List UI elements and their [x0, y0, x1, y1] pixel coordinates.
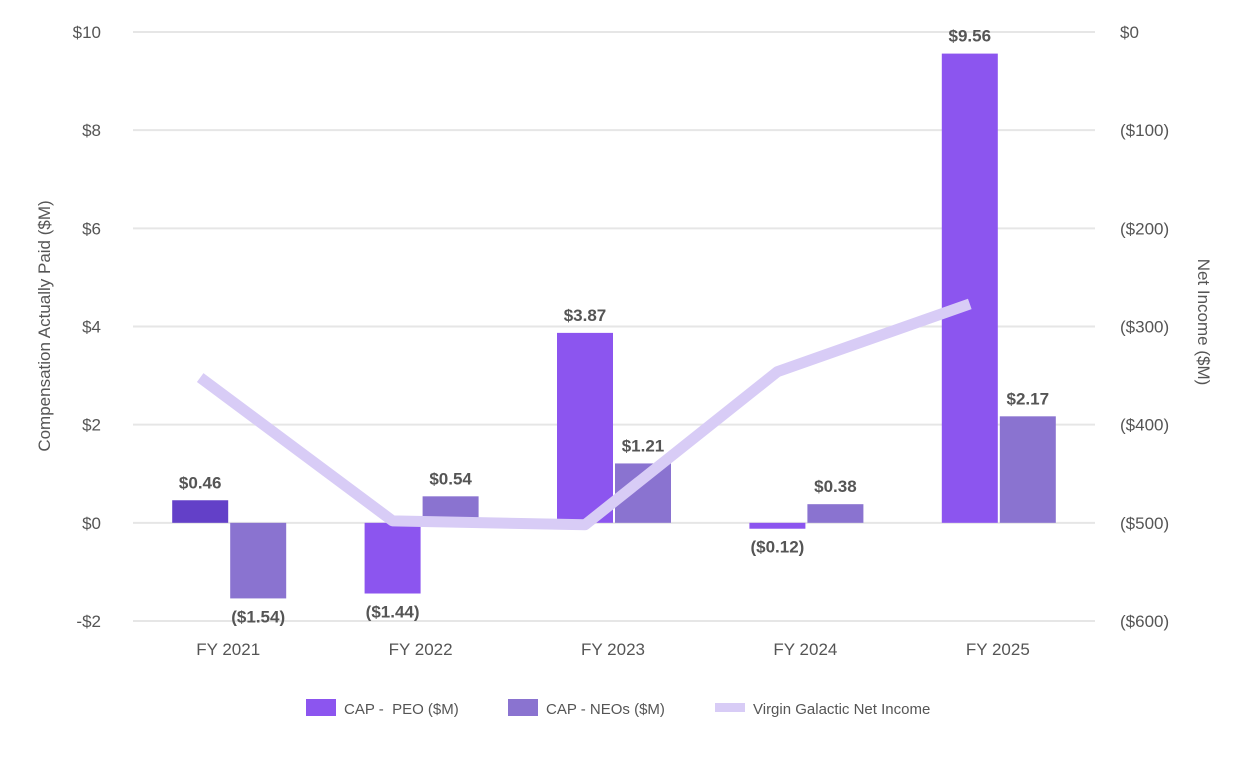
data-label: $1.21: [622, 436, 665, 455]
bar: [172, 500, 229, 523]
y2-tick-label: ($500): [1120, 514, 1169, 533]
data-label: $0.46: [179, 473, 222, 492]
line-series: [196, 298, 972, 531]
legend-swatch: [715, 703, 745, 712]
y-tick-label: $4: [82, 318, 101, 337]
legend-swatch: [306, 699, 336, 716]
data-label: $0.54: [429, 469, 472, 488]
y2-tick-label: ($200): [1120, 219, 1169, 238]
x-tick-label: FY 2024: [773, 640, 837, 659]
bar: [807, 504, 864, 523]
data-label: $2.17: [1007, 389, 1050, 408]
y-tick-label: $0: [82, 514, 101, 533]
bar: [941, 53, 998, 523]
bars: [172, 53, 1056, 599]
y-tick-label: $10: [73, 23, 101, 42]
axes: Compensation Actually Paid ($M) Net Inco…: [35, 23, 1213, 659]
data-label: $3.87: [564, 306, 607, 325]
data-label: ($1.54): [231, 607, 285, 626]
bar: [749, 522, 806, 529]
gridlines: [133, 31, 1095, 622]
y-axis-title: Compensation Actually Paid ($M): [35, 200, 54, 451]
bar: [557, 332, 613, 523]
bar: [230, 522, 287, 599]
legend: CAP - PEO ($M) CAP - NEOs ($M) Virgin Gala…: [306, 699, 930, 718]
x-tick-label: FY 2023: [581, 640, 645, 659]
y-tick-label: $6: [82, 219, 101, 238]
data-label: $9.56: [949, 27, 992, 46]
y2-tick-label: $0: [1120, 23, 1139, 42]
x-tick-label: FY 2021: [196, 640, 260, 659]
data-label: ($0.12): [750, 538, 804, 557]
x-tick-label: FY 2022: [389, 640, 453, 659]
legend-label: CAP - PEO ($M): [344, 701, 459, 718]
data-label: ($1.44): [366, 603, 420, 622]
y2-tick-label: ($600): [1120, 612, 1169, 631]
legend-label: CAP - NEOs ($M): [546, 701, 665, 718]
y-tick-label: -$2: [76, 612, 101, 631]
legend-swatch: [508, 699, 538, 716]
data-labels: $0.46 ($1.54) ($1.44) $0.54 $3.87 $1.21 ($0.12…: [179, 27, 1049, 627]
net-income-line: [196, 298, 972, 531]
bar: [364, 522, 421, 594]
legend-label: Virgin Galactic Net Income: [753, 701, 930, 718]
y2-tick-label: ($400): [1120, 416, 1169, 435]
data-label: $0.38: [814, 477, 857, 496]
y2-axis-title: Net Income ($M): [1194, 259, 1213, 386]
y-tick-label: $2: [82, 416, 101, 435]
x-tick-label: FY 2025: [966, 640, 1030, 659]
y2-tick-label: ($100): [1120, 121, 1169, 140]
bar: [999, 416, 1056, 523]
y-tick-label: $8: [82, 121, 101, 140]
y2-tick-label: ($300): [1120, 318, 1169, 337]
